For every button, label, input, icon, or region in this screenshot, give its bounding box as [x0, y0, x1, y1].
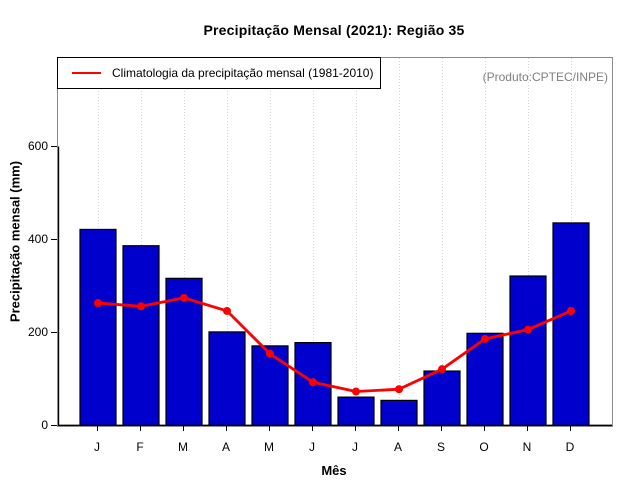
x-tick-mark	[398, 426, 399, 431]
y-tick-label: 0	[41, 418, 48, 432]
x-tick-mark	[183, 426, 184, 431]
plot-svg	[58, 58, 612, 426]
x-tick-label: O	[479, 440, 489, 454]
x-tick-mark	[484, 426, 485, 431]
x-tick-label: J	[352, 440, 358, 454]
bar-J-7	[337, 396, 375, 426]
x-tick-mark	[226, 426, 227, 431]
x-tick-mark	[355, 426, 356, 431]
x-tick-mark	[97, 426, 98, 431]
x-tick-mark	[312, 426, 313, 431]
x-tick-label: A	[221, 440, 230, 454]
source-annotation: (Produto:CPTEC/INPE)	[482, 70, 608, 84]
climatology-point	[567, 306, 575, 315]
x-tick-mark	[441, 426, 442, 431]
y-tick-label: 200	[27, 324, 48, 339]
y-tick-label: 400	[27, 231, 48, 246]
y-tick-mark	[51, 425, 57, 426]
y-tick-label: 600	[27, 138, 48, 153]
bar-M-5	[251, 345, 289, 426]
climatology-point	[438, 365, 446, 374]
climatology-line	[97, 296, 572, 393]
climatology-point	[266, 349, 274, 358]
climatology-point	[180, 293, 188, 302]
bar-N-11	[509, 275, 547, 426]
y-tick-mark	[51, 238, 57, 240]
bar-J-1	[79, 228, 117, 426]
climatology-point	[395, 385, 403, 394]
climatology-point	[309, 378, 317, 387]
x-tick-mark	[140, 426, 141, 431]
y-tick-mark	[51, 331, 57, 333]
x-tick-label: D	[565, 440, 575, 454]
climatology-point	[94, 299, 102, 308]
climatology-point	[481, 334, 489, 343]
legend-line-swatch	[72, 72, 101, 74]
x-tick-label: N	[522, 440, 532, 454]
bar-A-8	[380, 399, 418, 426]
bar-F-2	[122, 245, 160, 426]
climatology-point	[352, 387, 360, 396]
climatology-point	[524, 325, 532, 334]
bar-D-12	[552, 222, 590, 426]
legend-label: Climatologia da precipitação mensal (198…	[112, 66, 374, 80]
x-tick-mark	[527, 426, 528, 431]
x-tick-label: A	[393, 440, 402, 454]
x-tick-label: M	[178, 440, 188, 454]
x-tick-mark	[269, 426, 270, 431]
x-tick-label: J	[309, 440, 315, 454]
x-tick-mark	[570, 426, 571, 431]
climatology-point	[137, 302, 145, 311]
chart-title: Precipitação Mensal (2021): Região 35	[203, 22, 465, 38]
x-tick-label: J	[94, 440, 100, 454]
legend: Climatologia da precipitação mensal (198…	[57, 57, 381, 89]
climatology-point	[223, 306, 231, 315]
x-tick-label: M	[264, 440, 274, 454]
y-tick-mark	[51, 145, 57, 147]
x-tick-label: F	[136, 440, 144, 454]
x-axis-title: Mês	[321, 463, 347, 478]
x-tick-label: S	[436, 440, 445, 454]
bar-A-4	[208, 331, 246, 426]
bar-S-9	[423, 370, 461, 426]
plot-area: Climatologia da precipitação mensal (198…	[57, 57, 613, 427]
